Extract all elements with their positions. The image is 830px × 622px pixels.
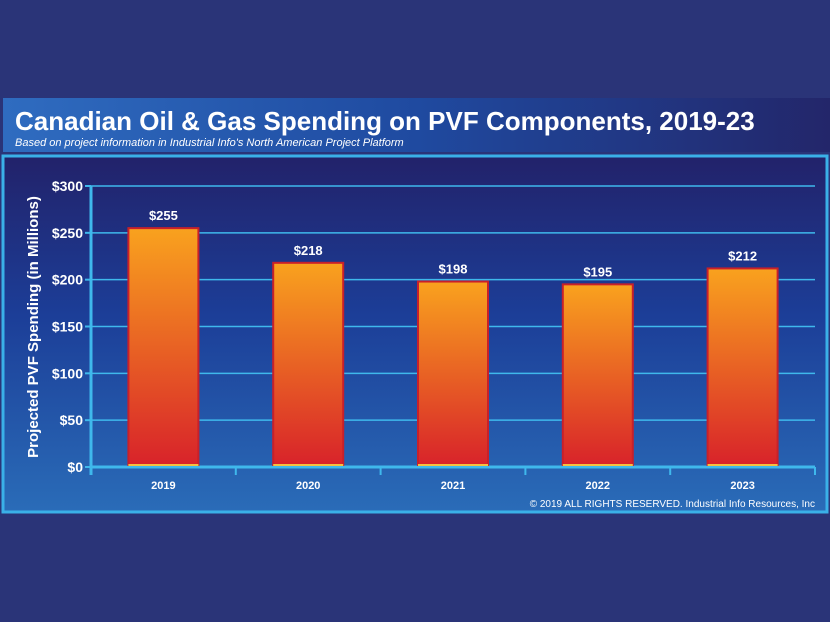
- data-label: $195: [583, 264, 612, 279]
- y-tick-label: $100: [52, 365, 83, 381]
- y-tick-label: $150: [52, 319, 83, 335]
- bar: [706, 267, 779, 466]
- x-tick-label: 2020: [296, 480, 320, 492]
- bar: [417, 280, 489, 467]
- y-tick-label: $0: [67, 459, 83, 475]
- chart-subtitle: Based on project information in Industri…: [15, 137, 404, 149]
- y-axis-label: Projected PVF Spending (in Millions): [25, 196, 42, 458]
- bar: [127, 227, 200, 466]
- chart-title: Canadian Oil & Gas Spending on PVF Compo…: [15, 106, 755, 136]
- copyright: © 2019 ALL RIGHTS RESERVED. Industrial I…: [530, 499, 815, 510]
- data-label: $198: [439, 262, 468, 277]
- y-tick-label: $200: [52, 272, 83, 288]
- y-tick-label: $50: [60, 412, 84, 428]
- x-tick-label: 2019: [151, 480, 175, 492]
- bar: [272, 261, 345, 466]
- data-label: $212: [728, 248, 757, 263]
- title-band: [3, 98, 830, 152]
- data-label: $218: [294, 243, 323, 258]
- y-tick-label: $300: [52, 178, 83, 194]
- x-tick-label: 2021: [441, 480, 465, 492]
- bar: [561, 283, 634, 466]
- y-tick-label: $250: [52, 225, 83, 241]
- x-tick-label: 2023: [730, 480, 754, 492]
- chart-panel: [1, 154, 829, 514]
- x-tick-label: 2022: [586, 480, 610, 492]
- data-label: $255: [149, 208, 178, 223]
